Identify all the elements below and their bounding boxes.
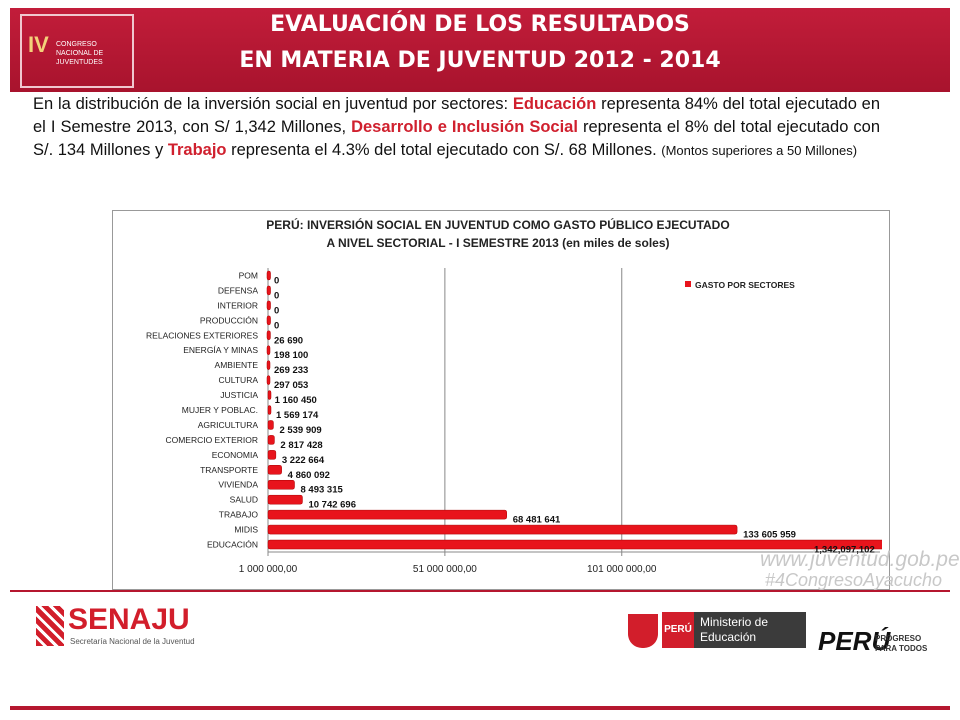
x-tick-label: 101 000 000,00 bbox=[587, 564, 657, 575]
bar bbox=[266, 375, 271, 385]
senaju-logo: SENAJU bbox=[68, 603, 190, 636]
chart-title: A NIVEL SECTORIAL - I SEMESTRE 2013 (en … bbox=[327, 236, 670, 250]
divider bbox=[10, 706, 950, 710]
watermark: www.juventud.gob.pe bbox=[760, 548, 960, 571]
data-label: 297 053 bbox=[274, 380, 308, 391]
watermark: #4CongresoAyacucho bbox=[765, 570, 942, 590]
y-tick-label: PRODUCCIÓN bbox=[200, 315, 258, 325]
data-label: 8 493 315 bbox=[301, 485, 344, 496]
y-tick-label: CULTURA bbox=[218, 375, 258, 385]
bar bbox=[267, 524, 738, 535]
text: representa 84% del total ejecutado en el… bbox=[33, 95, 880, 136]
bar bbox=[267, 509, 507, 520]
y-tick-label: EDUCACIÓN bbox=[207, 540, 258, 550]
y-tick-label: POM bbox=[239, 270, 258, 280]
chart: PERÚ: INVERSIÓN SOCIAL EN JUVENTUD COMO … bbox=[146, 217, 882, 575]
ministry: Ministerio de Educación bbox=[694, 612, 806, 648]
bar bbox=[266, 285, 271, 296]
bar bbox=[267, 435, 275, 445]
data-label: 269 233 bbox=[274, 365, 308, 376]
peru-tag: PERÚ bbox=[662, 612, 694, 648]
bar bbox=[266, 330, 271, 341]
logo-mark: IV bbox=[28, 32, 49, 57]
legend-swatch bbox=[685, 281, 691, 287]
bar bbox=[267, 450, 277, 460]
y-tick-label: MUJER Y POBLAC. bbox=[182, 405, 258, 415]
y-tick-label: COMERCIO EXTERIOR bbox=[165, 435, 258, 445]
text: representa el 4.3% del total ejecutado c… bbox=[226, 141, 662, 159]
data-label: 1 569 174 bbox=[276, 410, 319, 421]
y-tick-label: AMBIENTE bbox=[215, 360, 259, 370]
text: En la distribución de la inversión socia… bbox=[33, 95, 513, 113]
y-tick-label: VIVIENDA bbox=[218, 480, 258, 490]
title-line: EVALUACIÓN DE LOS RESULTADOS bbox=[270, 12, 690, 37]
x-tick-label: 1 000 000,00 bbox=[239, 564, 298, 575]
data-label: 10 742 696 bbox=[308, 500, 356, 511]
text: representa el 8% del total ejecutado con… bbox=[33, 118, 880, 159]
bar bbox=[267, 494, 303, 505]
y-tick-label: AGRICULTURA bbox=[198, 420, 259, 430]
logo: IV CONGRESO NACIONAL DE JUVENTUDES bbox=[20, 14, 134, 88]
y-tick-label: INTERIOR bbox=[217, 300, 258, 310]
bar bbox=[267, 465, 282, 475]
data-label: 0 bbox=[274, 290, 279, 301]
x-tick-label: 51 000 000,00 bbox=[413, 564, 477, 575]
data-label: 0 bbox=[274, 275, 279, 286]
data-label: 26 690 bbox=[274, 335, 303, 346]
data-label: 2 539 909 bbox=[279, 425, 321, 436]
data-label: 0 bbox=[274, 305, 279, 316]
data-label: 0 bbox=[274, 320, 279, 331]
divider bbox=[10, 590, 950, 592]
slogan: PARA TODOS bbox=[875, 644, 928, 653]
y-tick-label: MIDIS bbox=[234, 525, 258, 535]
data-label: 4 860 092 bbox=[288, 470, 330, 481]
y-tick-label: TRANSPORTE bbox=[200, 465, 258, 475]
y-tick-label: TRABAJO bbox=[219, 510, 259, 520]
bar bbox=[267, 420, 274, 430]
bar bbox=[267, 479, 295, 490]
header-band bbox=[10, 8, 950, 92]
chart-title: PERÚ: INVERSIÓN SOCIAL EN JUVENTUD COMO … bbox=[266, 217, 729, 232]
data-label: 3 222 664 bbox=[282, 455, 325, 466]
data-label: 133 605 959 bbox=[743, 530, 796, 541]
title-line: EN MATERIA DE JUVENTUD 2012 - 2014 bbox=[239, 48, 721, 73]
paragraph: En la distribución de la inversión socia… bbox=[33, 93, 880, 162]
senaju-icon bbox=[36, 606, 64, 646]
data-label: 198 100 bbox=[274, 350, 308, 361]
highlight: Educación bbox=[512, 95, 597, 113]
y-tick-label: JUSTICIA bbox=[220, 390, 258, 400]
y-tick-label: ECONOMIA bbox=[212, 450, 259, 460]
y-tick-label: DEFENSA bbox=[218, 285, 258, 295]
bar bbox=[267, 390, 272, 400]
data-label: 1 160 450 bbox=[275, 395, 317, 406]
bar bbox=[266, 270, 271, 281]
peru-logo: PERÚ bbox=[818, 626, 891, 656]
slogan: PROGRESO bbox=[875, 634, 922, 643]
senaju-sub: Secretaría Nacional de la Juventud bbox=[70, 637, 195, 646]
legend-label: GASTO POR SECTORES bbox=[695, 280, 795, 290]
data-label: 68 481 641 bbox=[513, 515, 561, 526]
highlight: Desarrollo e Inclusión Social bbox=[351, 118, 578, 136]
data-label: 2 817 428 bbox=[280, 440, 322, 451]
note: (Montos superiores a 50 Millones) bbox=[661, 143, 858, 158]
logo-text: CONGRESO NACIONAL DE JUVENTUDES bbox=[56, 41, 104, 66]
bar bbox=[267, 539, 882, 550]
highlight: Trabajo bbox=[167, 141, 227, 159]
bar bbox=[266, 360, 271, 370]
data-label: 1,342,097,102 bbox=[814, 545, 875, 556]
plot bbox=[266, 270, 882, 550]
y-tick-label: ENERGÍA Y MINAS bbox=[183, 345, 258, 355]
emblem bbox=[628, 614, 658, 648]
y-tick-label: SALUD bbox=[230, 495, 258, 505]
bar bbox=[266, 345, 271, 355]
bar bbox=[266, 315, 271, 326]
bar bbox=[267, 405, 272, 415]
y-tick-label: RELACIONES EXTERIORES bbox=[146, 330, 258, 340]
bar bbox=[266, 300, 271, 311]
